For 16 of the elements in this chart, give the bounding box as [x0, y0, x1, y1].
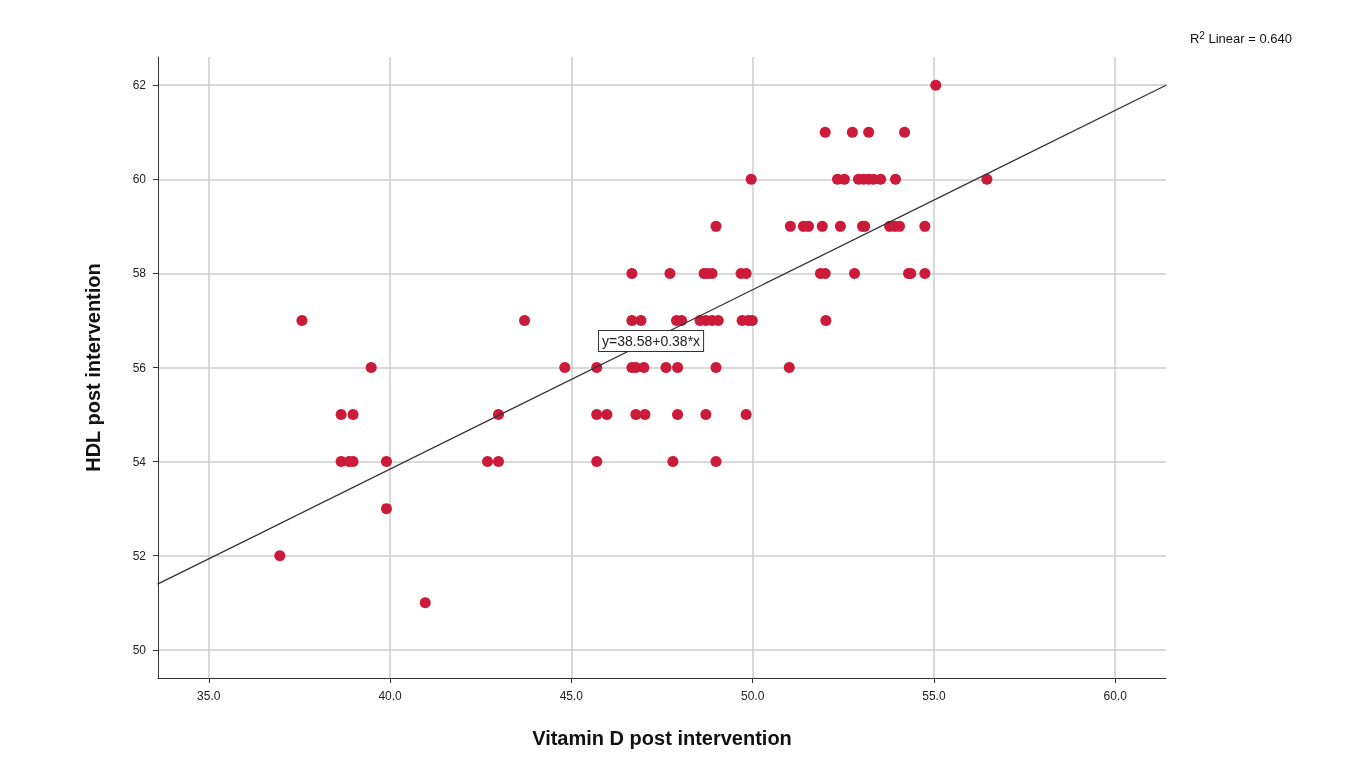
x-tick-label: 55.0 [922, 689, 946, 703]
y-tick-label: 56 [132, 360, 147, 375]
x-tick-label: 40.0 [378, 689, 403, 703]
x-tick-label: 60.0 [1103, 689, 1128, 703]
x-tick-label: 45.0 [559, 689, 584, 703]
y-tick-label: 60 [132, 172, 147, 187]
x-axis-title: Vitamin D post intervention [532, 727, 792, 749]
y-tick-label: 58 [132, 266, 147, 281]
x-tick-label: 35.0 [197, 689, 221, 703]
y-tick-label: 62 [132, 78, 147, 93]
y-tick-label: 54 [132, 454, 147, 469]
y-axis-title: HDL post intervention [82, 263, 104, 472]
y-tick-label: 50 [132, 642, 147, 657]
x-tick-label: 50.0 [740, 689, 765, 703]
annotation: y=38.58+0.38*x [602, 333, 701, 349]
y-tick-label: 52 [132, 548, 147, 563]
